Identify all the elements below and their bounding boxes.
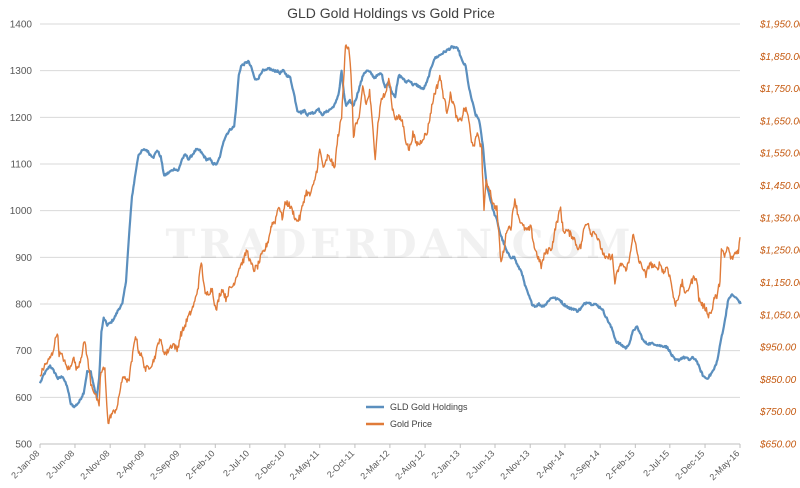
right-y-tick-label: $1,650.00: [759, 116, 800, 127]
chart-title: GLD Gold Holdings vs Gold Price: [287, 5, 495, 21]
left-y-tick-label: 1400: [10, 20, 33, 31]
series-line-gold-price: [39, 44, 741, 425]
legend: GLD Gold Holdings Gold Price: [366, 402, 468, 429]
right-y-tick-label: $1,050.00: [759, 310, 800, 321]
right-y-tick-label: $1,150.00: [759, 278, 800, 289]
left-y-tick-label: 1300: [10, 66, 33, 77]
legend-label-holdings: GLD Gold Holdings: [390, 402, 468, 412]
watermark: TRADERDAN.COM: [165, 221, 634, 268]
left-y-tick-label: 800: [15, 300, 32, 311]
right-y-tick-label: $950.00: [759, 343, 797, 354]
series-lines: [38, 44, 742, 425]
right-y-tick-label: $1,950.00: [759, 20, 800, 31]
right-y-tick-label: $1,250.00: [759, 246, 800, 257]
right-y-tick-label: $750.00: [759, 407, 797, 418]
left-y-tick-label: 1100: [10, 160, 32, 171]
right-y-tick-label: $1,450.00: [759, 181, 800, 192]
gridlines: [40, 23, 740, 398]
left-y-tick-label: 1000: [10, 206, 33, 217]
legend-label-price: Gold Price: [390, 419, 432, 429]
left-y-tick-label: 700: [15, 346, 32, 357]
left-y-tick-label: 900: [15, 253, 32, 264]
right-y-tick-label: $1,550.00: [759, 149, 800, 160]
right-y-tick-label: $1,850.00: [759, 52, 800, 63]
right-y-tick-label: $850.00: [759, 375, 797, 386]
right-y-tick-label: $1,350.00: [759, 213, 800, 224]
right-y-tick-label: $1,750.00: [759, 84, 800, 95]
right-y-tick-label: $650.00: [759, 440, 797, 451]
left-y-axis: 500 600 700 800 900 1000 1100 1200 1300 1400: [10, 20, 33, 451]
left-y-tick-label: 500: [15, 440, 32, 451]
left-y-tick-label: 600: [15, 393, 32, 404]
right-y-axis: $650.00 $750.00 $850.00 $950.00 $1,050.00 $1,…: [759, 20, 800, 451]
left-y-tick-label: 1200: [10, 113, 33, 124]
